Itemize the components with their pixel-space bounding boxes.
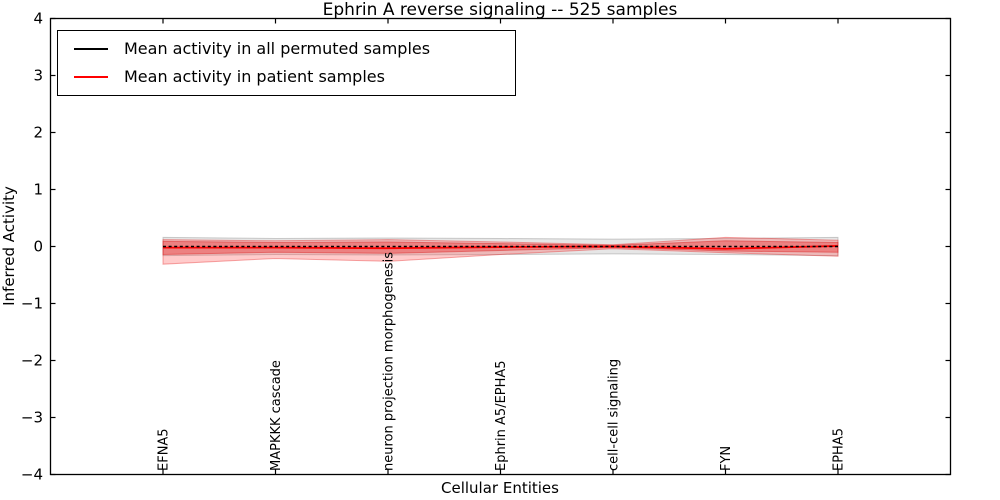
y-tick-label: −1	[21, 295, 43, 313]
patient-std-outer-band	[162, 236, 839, 265]
chart-title: Ephrin A reverse signaling -- 525 sample…	[322, 0, 678, 20]
y-axis-label: Inferred Activity	[0, 186, 18, 306]
x-tick-label: neuron projection morphogenesis	[382, 252, 397, 471]
y-tick-label: −2	[21, 352, 43, 370]
legend: Mean activity in all permuted samples Me…	[57, 30, 516, 96]
x-tick-label: MAPKKK cascade	[269, 360, 284, 471]
mean-lines-layer	[163, 245, 839, 250]
legend-line-sample-red	[74, 76, 108, 78]
y-tick-label: −4	[21, 466, 43, 484]
legend-label: Mean activity in patient samples	[124, 67, 385, 86]
x-axis-label: Cellular Entities	[441, 479, 559, 497]
legend-item-patient: Mean activity in patient samples	[74, 68, 515, 86]
y-tick-label: 2	[33, 124, 43, 142]
y-tick-label: 4	[33, 10, 43, 28]
legend-label: Mean activity in all permuted samples	[124, 39, 431, 58]
legend-line-sample-black	[74, 48, 108, 50]
y-tick-label: 3	[33, 67, 43, 85]
x-tick-label: cell-cell signaling	[607, 359, 622, 471]
x-tick-label: FYN	[719, 446, 734, 471]
y-tick-labels: 4 3 2 1 0 −1 −2 −3 −4	[21, 10, 43, 484]
y-tick-label: 0	[33, 238, 43, 256]
x-tick-label: Ephrin A5/EPHA5	[494, 360, 509, 471]
axis-ticks	[50, 17, 951, 476]
y-tick-label: −3	[21, 409, 43, 427]
x-tick-label: EPHA5	[832, 428, 847, 471]
legend-item-permuted: Mean activity in all permuted samples	[74, 40, 515, 58]
x-tick-label: EFNA5	[157, 428, 172, 471]
std-bands-layer	[162, 236, 839, 265]
x-tick-labels: EFNA5 MAPKKK cascade neuron projection mor…	[157, 252, 847, 471]
y-tick-label: 1	[33, 181, 43, 199]
